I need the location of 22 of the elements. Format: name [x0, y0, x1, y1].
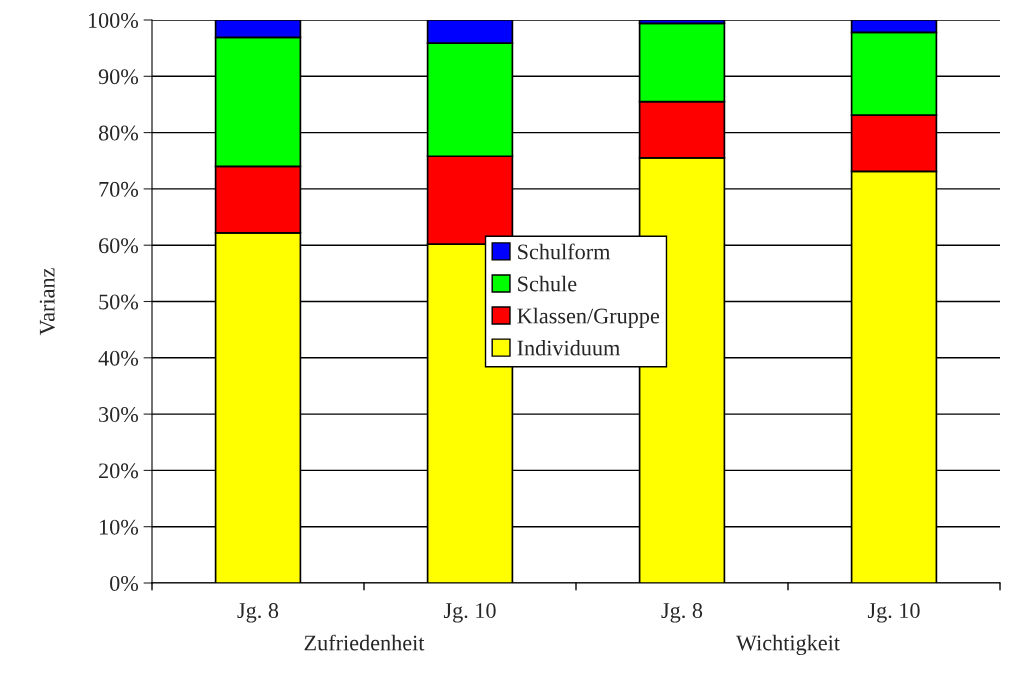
x-tick-label: Jg. 8 [661, 603, 703, 623]
x-tick-label: Jg. 10 [443, 603, 496, 623]
legend-label: Klassen/Gruppe [517, 307, 660, 329]
y-tick-label: 10% [100, 519, 139, 535]
x-tick-label: Jg. 8 [237, 603, 279, 623]
text: Wichtigkeit [736, 634, 840, 656]
text: Zufriedenheit [304, 634, 425, 651]
y-tick-label: 50% [99, 294, 139, 310]
y-tick-label: 70% [99, 181, 139, 197]
y-tick-label: 80% [98, 125, 139, 141]
legend-label: Schulform [518, 243, 611, 260]
legend-label: Schule [518, 275, 577, 292]
y-tick-label: 0% [110, 575, 139, 591]
x-tick-label: Jg. 10 [867, 603, 920, 623]
y-tick-label: 30% [99, 407, 139, 423]
y-tick-label: 60% [99, 238, 139, 254]
y-axis-title: Varianz [39, 268, 55, 336]
y-tick-label: 40% [98, 350, 139, 366]
y-tick-label: 90% [98, 69, 139, 85]
legend-label: Individuum [517, 339, 620, 356]
y-tick-label: 100% [88, 12, 139, 28]
y-tick-label: 20% [99, 463, 139, 479]
